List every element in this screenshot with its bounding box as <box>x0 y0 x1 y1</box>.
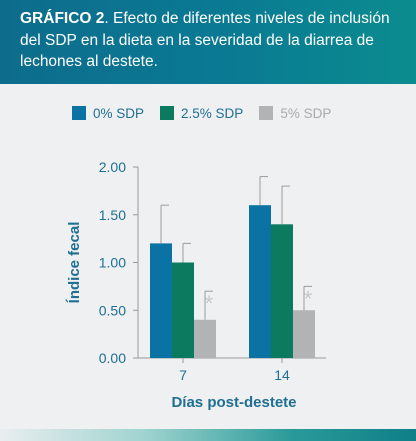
chart-title-text: . Efecto de diferentes niveles de inclus… <box>20 10 390 70</box>
y-tick-label: 0.50 <box>99 302 126 318</box>
legend-swatch-0 <box>72 106 86 120</box>
bar <box>293 310 315 358</box>
x-axis-label: Días post-destete <box>171 394 296 411</box>
y-tick-label: 0.00 <box>99 350 126 366</box>
y-tick-label: 1.50 <box>99 207 126 223</box>
legend-item-0: 0% SDP <box>72 106 144 121</box>
chart-title-bold: GRÁFICO 2 <box>20 10 105 27</box>
legend-item-1: 2.5% SDP <box>160 106 243 121</box>
bar <box>194 319 216 358</box>
bar <box>172 262 194 358</box>
legend-label-2: 5% SDP <box>280 105 332 121</box>
significance-asterisk: * <box>304 286 313 311</box>
y-tick-label: 2.00 <box>99 159 126 175</box>
legend-swatch-2 <box>259 106 274 120</box>
legend-swatch-1 <box>160 106 175 120</box>
significance-asterisk: * <box>205 291 214 316</box>
x-tick-label: 7 <box>179 367 187 383</box>
bar <box>249 205 271 358</box>
legend-label-0: 0% SDP <box>93 105 145 121</box>
bar <box>271 224 293 358</box>
legend: 0% SDP 2.5% SDP 5% SDP <box>72 103 347 123</box>
y-axis-label: Índice fecal <box>66 222 83 304</box>
bottom-decorative-bar <box>0 429 416 441</box>
header-banner: GRÁFICO 2. Efecto de diferentes niveles … <box>0 0 416 84</box>
legend-label-1: 2.5% SDP <box>181 105 244 121</box>
chart-title: GRÁFICO 2. Efecto de diferentes niveles … <box>20 8 410 73</box>
y-tick-label: 1.00 <box>99 255 126 271</box>
bar <box>150 243 172 358</box>
legend-item-2: 5% SDP <box>259 106 331 121</box>
x-tick-label: 14 <box>274 367 290 383</box>
